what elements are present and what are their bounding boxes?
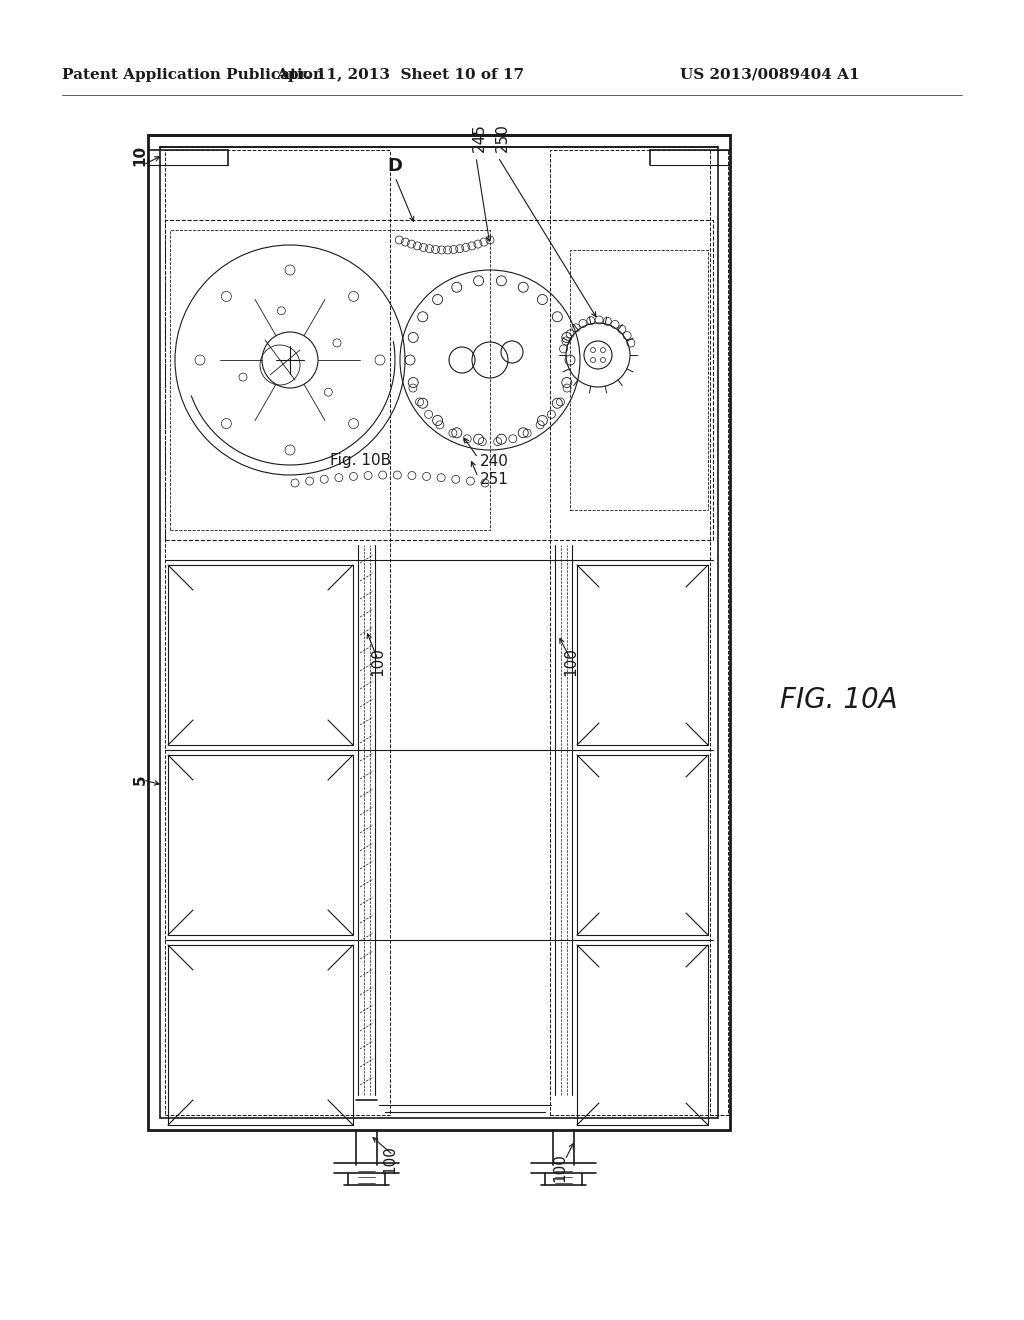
Text: US 2013/0089404 A1: US 2013/0089404 A1 xyxy=(680,69,859,82)
Bar xyxy=(160,147,718,1118)
Bar xyxy=(570,249,708,510)
Text: D: D xyxy=(387,157,402,176)
Text: 100: 100 xyxy=(563,648,578,676)
Bar xyxy=(577,755,708,935)
Bar xyxy=(165,220,713,540)
Bar xyxy=(577,945,708,1125)
Text: Patent Application Publication: Patent Application Publication xyxy=(62,69,324,82)
Text: 5: 5 xyxy=(132,775,147,785)
Bar xyxy=(577,565,708,744)
Text: 240: 240 xyxy=(480,454,509,470)
Bar xyxy=(148,135,730,1130)
Bar xyxy=(168,755,353,935)
Text: Apr. 11, 2013  Sheet 10 of 17: Apr. 11, 2013 Sheet 10 of 17 xyxy=(275,69,524,82)
Text: 251: 251 xyxy=(480,473,509,487)
Text: 250: 250 xyxy=(495,123,510,152)
Bar xyxy=(170,230,490,531)
Bar xyxy=(168,565,353,744)
Text: 10: 10 xyxy=(132,145,147,166)
Text: Fig. 10B: Fig. 10B xyxy=(330,453,391,467)
Text: 100: 100 xyxy=(370,648,385,676)
Text: 100: 100 xyxy=(553,1154,567,1183)
Text: 100: 100 xyxy=(383,1146,397,1175)
Bar xyxy=(710,150,730,1115)
Bar xyxy=(168,945,353,1125)
Text: 245: 245 xyxy=(472,123,487,152)
Text: FIG. 10A: FIG. 10A xyxy=(780,686,898,714)
Bar xyxy=(550,150,728,1115)
Bar xyxy=(165,150,390,1115)
